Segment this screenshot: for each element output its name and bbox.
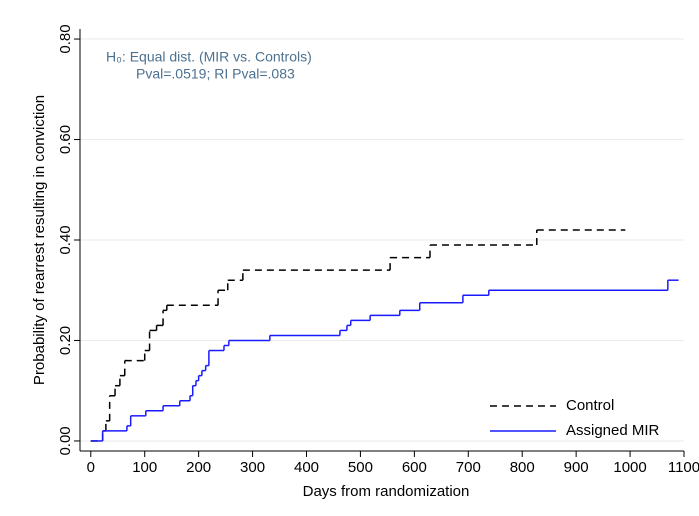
y-tick-label: 0.40 — [57, 225, 74, 254]
annotation: Pval=.0519; RI Pval=.083 — [136, 66, 295, 82]
x-tick-label: 400 — [294, 459, 319, 476]
legend-label: Control — [566, 397, 614, 414]
x-tick-label: 700 — [456, 459, 481, 476]
x-tick-label: 500 — [348, 459, 373, 476]
annotation: H₀: Equal dist. (MIR vs. Controls) — [106, 49, 312, 65]
x-tick-label: 600 — [402, 459, 427, 476]
x-axis-title: Days from randomization — [303, 483, 470, 500]
x-tick-label: 1100 — [668, 459, 699, 476]
x-tick-label: 0 — [87, 459, 95, 476]
x-tick-label: 800 — [510, 459, 535, 476]
y-axis-title: Probability of rearrest resulting in con… — [31, 95, 48, 385]
x-tick-label: 200 — [186, 459, 211, 476]
legend-label: Assigned MIR — [566, 422, 660, 439]
x-tick-label: 900 — [564, 459, 589, 476]
x-tick-label: 300 — [240, 459, 265, 476]
x-tick-label: 100 — [132, 459, 157, 476]
y-tick-label: 0.00 — [57, 426, 74, 455]
y-tick-label: 0.60 — [57, 125, 74, 154]
x-tick-label: 1000 — [613, 459, 646, 476]
y-tick-label: 0.20 — [57, 326, 74, 355]
y-tick-label: 0.80 — [57, 24, 74, 53]
